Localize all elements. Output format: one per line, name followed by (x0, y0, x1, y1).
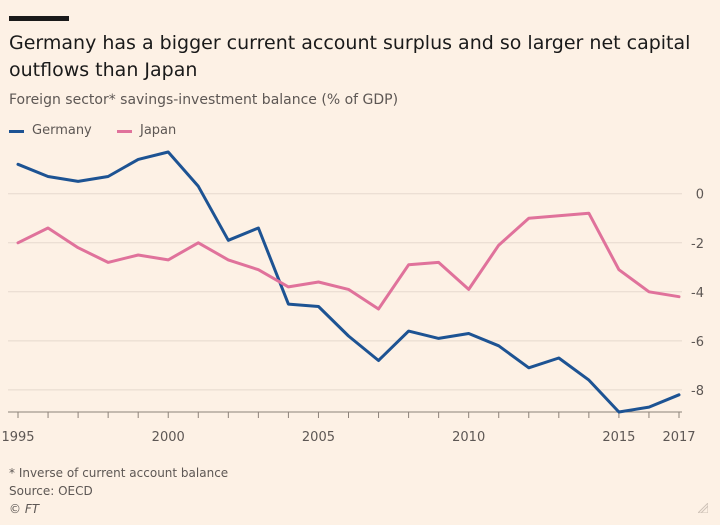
legend-label-germany: Germany (32, 123, 92, 138)
y-tick-label: 0 (696, 188, 704, 203)
series-line-japan (16, 211, 681, 311)
legend-swatch-japan (117, 130, 132, 133)
corner-mark-icon (698, 503, 708, 513)
x-tick-label: 2017 (662, 430, 695, 445)
source-note: Source: OECD (9, 484, 93, 498)
chart-subtitle: Foreign sector* savings-investment balan… (9, 92, 399, 108)
legend-label-japan: Japan (140, 123, 177, 138)
series-line-germany (16, 150, 681, 414)
x-tick-label: 2000 (152, 430, 185, 445)
footnote: * Inverse of current account balance (9, 466, 229, 480)
x-tick-label: 1995 (1, 430, 34, 445)
credit: © FT (9, 502, 40, 516)
x-tick-label: 2005 (302, 430, 335, 445)
x-tick-label: 2015 (602, 430, 635, 445)
y-tick-label: -6 (691, 335, 704, 350)
y-tick-label: -8 (691, 384, 704, 399)
x-tick-label: 2010 (452, 430, 485, 445)
chart-title: Germany has a bigger current account sur… (9, 32, 691, 81)
legend-swatch-germany (9, 130, 24, 133)
brand-bar (9, 16, 69, 21)
y-tick-label: -2 (691, 237, 704, 252)
y-tick-label: -4 (691, 286, 704, 301)
